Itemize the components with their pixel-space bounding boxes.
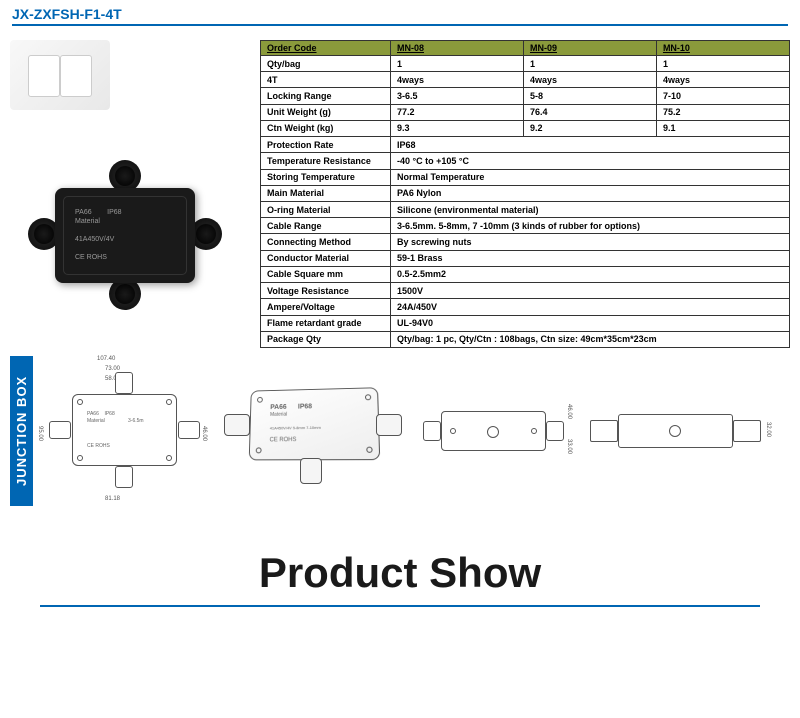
- row-label: Flame retardant grade: [261, 315, 391, 331]
- row-value: 1: [656, 56, 789, 72]
- row-value: By screwing nuts: [391, 234, 790, 250]
- row-label: Connecting Method: [261, 234, 391, 250]
- row-label: Ampere/Voltage: [261, 299, 391, 315]
- row-value: 5-8: [523, 88, 656, 104]
- product-code: JX-ZXFSH-F1-4T: [12, 6, 788, 22]
- table-row: Locking Range3-6.55-87-10: [261, 88, 790, 104]
- drawing-top-view: 107.40 73.00 58.00 PA66 IP68 Material 3-…: [37, 356, 212, 511]
- row-value: IP68: [391, 137, 790, 153]
- table-row: Unit Weight (g)77.276.475.2: [261, 104, 790, 120]
- row-label: 4T: [261, 72, 391, 88]
- box-label: PA66 IP68 Material 41A450V/4V CE ROHS: [75, 208, 122, 263]
- table-row: Conductor Material59-1 Brass: [261, 250, 790, 266]
- table-header-row: Order Code MN-08 MN-09 MN-10: [261, 41, 790, 56]
- table-row: Qty/bag111: [261, 56, 790, 72]
- row-value: 76.4: [523, 104, 656, 120]
- row-value: UL-94V0: [391, 315, 790, 331]
- row-value: 75.2: [656, 104, 789, 120]
- row-value: PA6 Nylon: [391, 185, 790, 201]
- product-images: PA66 IP68 Material 41A450V/4V CE ROHS: [10, 40, 250, 348]
- col-header: MN-08: [391, 41, 524, 56]
- col-header: MN-09: [523, 41, 656, 56]
- row-label: Temperature Resistance: [261, 153, 391, 169]
- row-value: 9.1: [656, 120, 789, 136]
- row-label: Storing Temperature: [261, 169, 391, 185]
- row-value: 0.5-2.5mm2: [391, 266, 790, 282]
- row-value: 9.2: [523, 120, 656, 136]
- header-divider: [12, 24, 788, 26]
- category-label: JUNCTION BOX: [10, 356, 33, 506]
- row-label: Conductor Material: [261, 250, 391, 266]
- row-label: Cable Range: [261, 218, 391, 234]
- section-title: Product Show: [0, 549, 800, 597]
- row-value: 4ways: [656, 72, 789, 88]
- table-row: Ampere/Voltage24A/450V: [261, 299, 790, 315]
- table-row: Main MaterialPA6 Nylon: [261, 185, 790, 201]
- row-label: Ctn Weight (kg): [261, 120, 391, 136]
- row-value: 9.3: [391, 120, 524, 136]
- row-value: 1500V: [391, 283, 790, 299]
- table-row: Temperature Resistance-40 °C to +105 °C: [261, 153, 790, 169]
- table-row: O-ring MaterialSilicone (environmental m…: [261, 201, 790, 217]
- table-row: Package QtyQty/bag: 1 pc, Qty/Ctn : 108b…: [261, 331, 790, 347]
- row-value: 7-10: [656, 88, 789, 104]
- drawing-side-view: 32.00: [580, 396, 775, 471]
- row-value: 77.2: [391, 104, 524, 120]
- col-header: Order Code: [261, 41, 391, 56]
- drawings-section: JUNCTION BOX 107.40 73.00 58.00 PA66 IP6…: [0, 348, 800, 519]
- table-row: Voltage Resistance1500V: [261, 283, 790, 299]
- row-value: Qty/bag: 1 pc, Qty/Ctn : 108bags, Ctn si…: [391, 331, 790, 347]
- row-value: Silicone (environmental material): [391, 201, 790, 217]
- terminal-connector-image: [10, 40, 110, 110]
- row-value: 3-6.5: [391, 88, 524, 104]
- row-value: 1: [523, 56, 656, 72]
- col-header: MN-10: [656, 41, 789, 56]
- technical-drawings: 107.40 73.00 58.00 PA66 IP68 Material 3-…: [37, 356, 790, 511]
- table-row: Cable Range3-6.5mm. 5-8mm, 7 -10mm (3 ki…: [261, 218, 790, 234]
- row-label: Locking Range: [261, 88, 391, 104]
- table-row: Ctn Weight (kg)9.39.29.1: [261, 120, 790, 136]
- row-label: O-ring Material: [261, 201, 391, 217]
- row-value: -40 °C to +105 °C: [391, 153, 790, 169]
- row-label: Voltage Resistance: [261, 283, 391, 299]
- spec-table: Order Code MN-08 MN-09 MN-10 Qty/bag1114…: [260, 40, 790, 348]
- row-value: 4ways: [391, 72, 524, 88]
- table-row: Cable Square mm0.5-2.5mm2: [261, 266, 790, 282]
- product-show-section: Product Show: [0, 519, 800, 627]
- table-row: 4T4ways4ways4ways: [261, 72, 790, 88]
- table-row: Flame retardant gradeUL-94V0: [261, 315, 790, 331]
- row-label: Cable Square mm: [261, 266, 391, 282]
- row-value: 24A/450V: [391, 299, 790, 315]
- row-label: Main Material: [261, 185, 391, 201]
- row-value: Normal Temperature: [391, 169, 790, 185]
- row-label: Package Qty: [261, 331, 391, 347]
- table-row: Protection RateIP68: [261, 137, 790, 153]
- row-label: Qty/bag: [261, 56, 391, 72]
- row-value: 4ways: [523, 72, 656, 88]
- header: JX-ZXFSH-F1-4T: [0, 0, 800, 30]
- drawing-perspective: PA66 IP68 Material 41A450V/4V 5-8mm 7-10…: [218, 376, 413, 491]
- table-row: Connecting MethodBy screwing nuts: [261, 234, 790, 250]
- row-value: 59-1 Brass: [391, 250, 790, 266]
- row-value: 3-6.5mm. 5-8mm, 7 -10mm (3 kinds of rubb…: [391, 218, 790, 234]
- section-divider: [40, 605, 760, 607]
- row-label: Unit Weight (g): [261, 104, 391, 120]
- drawing-front-view: 46.00 33.00: [419, 389, 574, 479]
- row-label: Protection Rate: [261, 137, 391, 153]
- table-row: Storing TemperatureNormal Temperature: [261, 169, 790, 185]
- main-section: PA66 IP68 Material 41A450V/4V CE ROHS Or…: [0, 30, 800, 348]
- junction-box-body: PA66 IP68 Material 41A450V/4V CE ROHS: [55, 188, 195, 283]
- junction-box-image: PA66 IP68 Material 41A450V/4V CE ROHS: [10, 118, 240, 348]
- row-value: 1: [391, 56, 524, 72]
